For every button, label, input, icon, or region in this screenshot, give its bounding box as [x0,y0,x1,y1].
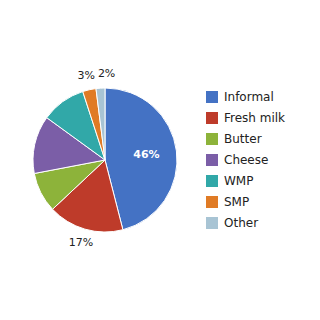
pie-slice [96,88,105,160]
legend-swatch [206,133,218,145]
slices [33,88,177,232]
legend-label: Cheese [224,153,268,167]
data-label: 17% [69,236,93,249]
legend-swatch [206,175,218,187]
legend-label: SMP [224,195,249,209]
legend-label: Other [224,216,258,230]
chart-container: 46% 17% 3% 2% Informal Fresh milk Butter Cheese… [0,0,320,320]
data-label: 3% [77,69,94,82]
data-labels: 46% 17% 3% 2% [69,67,160,249]
legend-label: Informal [224,90,274,104]
legend-swatch [206,217,218,229]
legend-swatch [206,154,218,166]
legend-label: Butter [224,132,262,146]
legend-swatch [206,196,218,208]
chart: 46% 17% 3% 2% Informal Fresh milk Butter Cheese… [0,0,320,320]
legend: Informal Fresh milk Butter Cheese WMP SMP Othe… [206,90,285,230]
legend-swatch [206,112,218,124]
legend-swatch [206,91,218,103]
data-label: 2% [98,67,115,80]
legend-label: Fresh milk [224,111,285,125]
data-label: 46% [133,148,159,161]
pie-slice [83,89,105,160]
legend-label: WMP [224,174,253,188]
